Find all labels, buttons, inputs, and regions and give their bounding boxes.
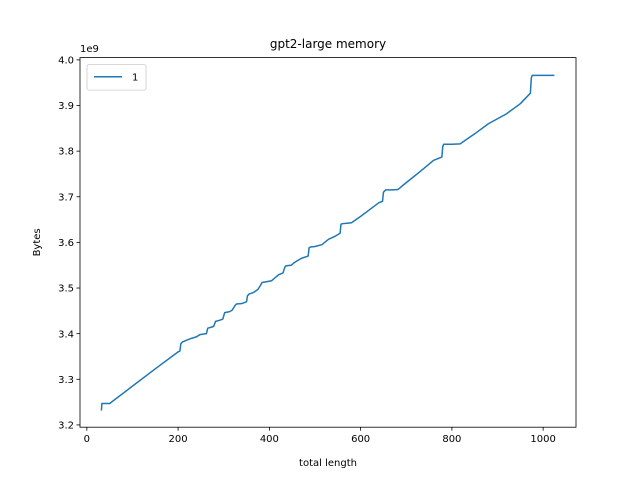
y-tick-label: 3.3 — [58, 375, 74, 386]
axis-ticks: 0 200 400 600 800 1000 3.2 3.3 3.4 3.5 3.6 3.7 3.8 3.… — [58, 55, 556, 445]
series-layer — [100, 74, 555, 411]
y-tick-label: 3.5 — [58, 284, 74, 295]
x-axis-label: total length — [299, 458, 357, 469]
plot-area — [80, 57, 576, 428]
x-tick-label: 0 — [84, 434, 90, 445]
y-tick-label: 3.6 — [58, 238, 74, 249]
plot-frame — [79, 57, 577, 428]
chart-title: gpt2-large memory — [270, 37, 386, 51]
x-tick-label: 400 — [260, 434, 279, 445]
y-tick-label: 3.9 — [58, 101, 74, 112]
x-tick-label: 1000 — [530, 434, 555, 445]
x-tick-label: 800 — [442, 434, 461, 445]
x-tick-label: 200 — [169, 434, 188, 445]
y-tick-label: 3.2 — [58, 421, 74, 432]
y-tick-label: 3.7 — [58, 192, 74, 203]
y-axis-label: Bytes — [32, 228, 43, 256]
y-tick-label: 3.8 — [58, 147, 74, 158]
legend-entry-label: 1 — [132, 73, 138, 84]
y-tick-label: 4.0 — [58, 55, 74, 66]
series-line-1 — [100, 74, 555, 411]
y-tick-label: 3.4 — [58, 329, 74, 340]
legend: 1 — [86, 64, 147, 91]
y-offset-label: 1e9 — [80, 44, 99, 55]
x-tick-label: 600 — [351, 434, 370, 445]
